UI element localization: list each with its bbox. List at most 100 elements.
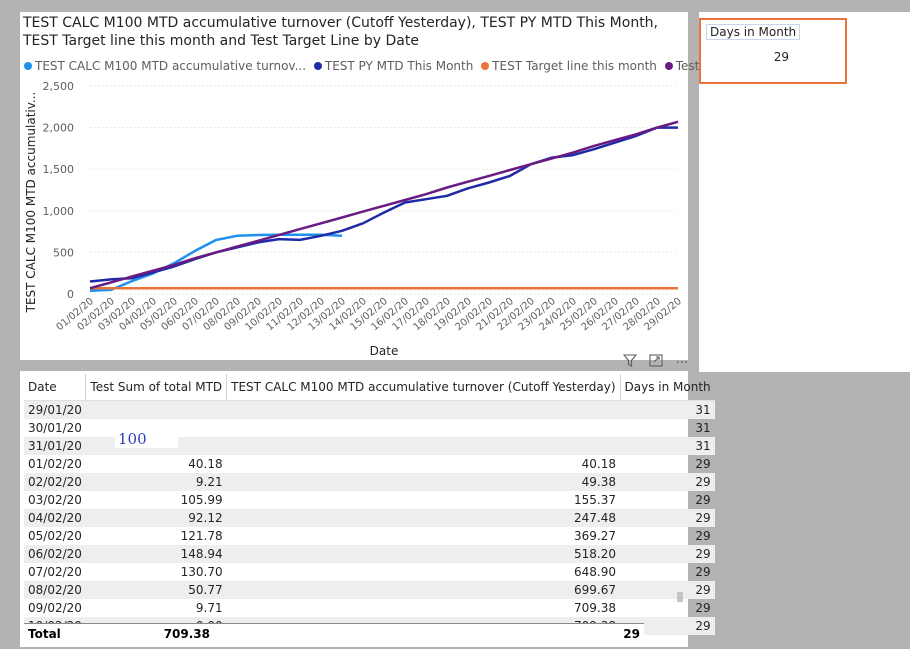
legend-item-target-month[interactable]: TEST Target line this month	[481, 59, 657, 73]
legend-dot-icon	[24, 62, 32, 70]
cell-calc-mtd	[226, 400, 621, 419]
cell-sum-mtd: 130.70	[180, 565, 223, 579]
legend-dot-icon	[664, 62, 673, 70]
table-row[interactable]: 02/02/20 9.21 49.38 29	[24, 473, 715, 491]
table-row[interactable]: 06/02/20 148.94 518.20 29	[24, 545, 715, 563]
chart-title: TEST CALC M100 MTD accumulative turnover…	[23, 15, 659, 49]
y-tick-label: 1,000	[43, 205, 75, 218]
cell-days: 29	[620, 473, 715, 491]
table-row[interactable]: 01/02/20 40.18 40.18 29	[24, 455, 715, 473]
table-row[interactable]: 30/01/20 31	[24, 419, 715, 437]
cell-days: 31	[620, 437, 715, 455]
table-header-row: Date Test Sum of total MTD TEST CALC M10…	[24, 374, 715, 401]
scroll-thumb[interactable]	[677, 592, 683, 602]
cell-calc-mtd	[226, 437, 621, 455]
cell-calc-mtd: 40.18	[581, 457, 617, 471]
visual-header-toolbar: ···	[615, 354, 688, 371]
cell-date: 04/02/20	[24, 509, 86, 527]
table-row[interactable]: 05/02/20 121.78 369.27 29	[24, 527, 715, 545]
cell-days: 29	[695, 529, 711, 543]
table-visual[interactable]: ··· Date Test Sum of total MTD TEST CALC…	[20, 354, 715, 647]
days-in-month-card[interactable]: Days in Month 29	[699, 18, 847, 84]
cell-date: 02/02/20	[24, 473, 86, 491]
y-tick-label: 2,500	[43, 80, 75, 93]
y-tick-label: 0	[67, 288, 74, 301]
more-options-icon[interactable]: ···	[675, 356, 688, 371]
filter-icon[interactable]	[623, 354, 638, 371]
table-row[interactable]: 03/02/20 105.99 155.37 29	[24, 491, 715, 509]
table-total-row: Total 709.38 29	[24, 623, 644, 644]
chart-plot: 05001,0001,5002,0002,50001/02/2002/02/20…	[24, 80, 684, 358]
card-label: Days in Month	[706, 24, 801, 40]
card-visual-panel: Days in Month 29	[699, 12, 910, 372]
cell-date: 06/02/20	[24, 545, 86, 563]
cell-days: 29	[695, 457, 711, 471]
table-row[interactable]: 31/01/20 31	[24, 437, 715, 455]
legend-item-py[interactable]: TEST PY MTD This Month	[313, 59, 474, 73]
cell-sum-mtd: 92.12	[85, 509, 227, 527]
edit-text-overlay[interactable]: 100	[115, 430, 178, 448]
vertical-scrollbar[interactable]	[676, 389, 684, 625]
column-header-sum-mtd[interactable]: Test Sum of total MTD	[85, 374, 227, 401]
cell-calc-mtd: 709.38	[574, 601, 617, 615]
cell-sum-mtd: 50.77	[85, 581, 227, 599]
cell-date: 05/02/20	[28, 529, 82, 543]
legend-dot-icon	[313, 62, 322, 70]
cell-date: 30/01/20	[28, 421, 82, 435]
column-header-date[interactable]: Date	[24, 374, 86, 401]
total-sum: 709.38	[163, 627, 210, 641]
x-axis-label: Date	[370, 344, 399, 358]
cell-calc-mtd: 699.67	[226, 581, 621, 599]
cell-calc-mtd: 518.20	[226, 545, 621, 563]
cell-sum-mtd	[85, 400, 227, 419]
series-line-3[interactable]	[89, 120, 679, 290]
series-line-0[interactable]	[89, 233, 343, 292]
cell-days: 29	[695, 565, 711, 579]
cell-sum-mtd: 9.21	[85, 473, 227, 491]
cell-calc-mtd: 49.38	[226, 473, 621, 491]
cell-days: 31	[620, 400, 715, 419]
legend-label: TEST CALC M100 MTD accumulative turnov..…	[35, 59, 307, 73]
cell-date: 08/02/20	[24, 581, 86, 599]
line-chart-visual[interactable]: TEST CALC M100 MTD accumulative turnover…	[20, 12, 769, 360]
focus-mode-icon[interactable]	[649, 354, 664, 371]
cell-sum-mtd: 105.99	[180, 493, 223, 507]
cell-calc-mtd	[227, 419, 620, 437]
cell-date: 01/02/20	[28, 457, 82, 471]
legend-item-calc[interactable]: TEST CALC M100 MTD accumulative turnov..…	[24, 59, 306, 73]
y-axis-label: TEST CALC M100 MTD accumulativ...	[24, 92, 38, 314]
y-tick-label: 500	[53, 246, 74, 259]
total-label: Total	[28, 627, 61, 641]
cell-calc-mtd: 155.37	[574, 493, 617, 507]
cell-sum-mtd: 40.18	[188, 457, 223, 471]
cell-date: 09/02/20	[28, 601, 82, 615]
cell-days: 29	[695, 601, 711, 615]
cell-date: 07/02/20	[28, 565, 82, 579]
data-table: Date Test Sum of total MTD TEST CALC M10…	[24, 374, 715, 635]
cell-days: 29	[620, 545, 715, 563]
y-tick-label: 1,500	[43, 163, 75, 176]
y-tick-label: 2,000	[43, 122, 75, 135]
cell-calc-mtd: 247.48	[226, 509, 621, 527]
table-row[interactable]: 07/02/20 130.70 648.90 29	[24, 563, 715, 581]
legend-label: TEST PY MTD This Month	[324, 59, 474, 73]
cell-sum-mtd: 9.71	[195, 601, 223, 615]
cell-sum-mtd: 148.94	[85, 545, 227, 563]
cell-days: 31	[695, 421, 711, 435]
column-header-calc-mtd[interactable]: TEST CALC M100 MTD accumulative turnover…	[226, 374, 621, 401]
legend-dot-icon	[481, 62, 490, 70]
cell-date: 03/02/20	[28, 493, 82, 507]
cell-days: 29	[620, 581, 715, 599]
table-row[interactable]: 08/02/20 50.77 699.67 29	[24, 581, 715, 599]
cell-sum-mtd: 121.78	[180, 529, 223, 543]
cell-date: 31/01/20	[24, 437, 86, 455]
cell-date: 29/01/20	[24, 400, 86, 419]
column-header-days[interactable]: Days in Month	[619, 374, 715, 401]
table-row[interactable]: 04/02/20 92.12 247.48 29	[24, 509, 715, 527]
cell-calc-mtd: 369.27	[574, 529, 617, 543]
card-value: 29	[773, 50, 789, 64]
table-row[interactable]: 29/01/20 31	[24, 400, 715, 419]
cell-days: 29	[695, 493, 711, 507]
table-row[interactable]: 09/02/20 9.71 709.38 29	[24, 599, 715, 617]
cell-days: 29	[620, 509, 715, 527]
